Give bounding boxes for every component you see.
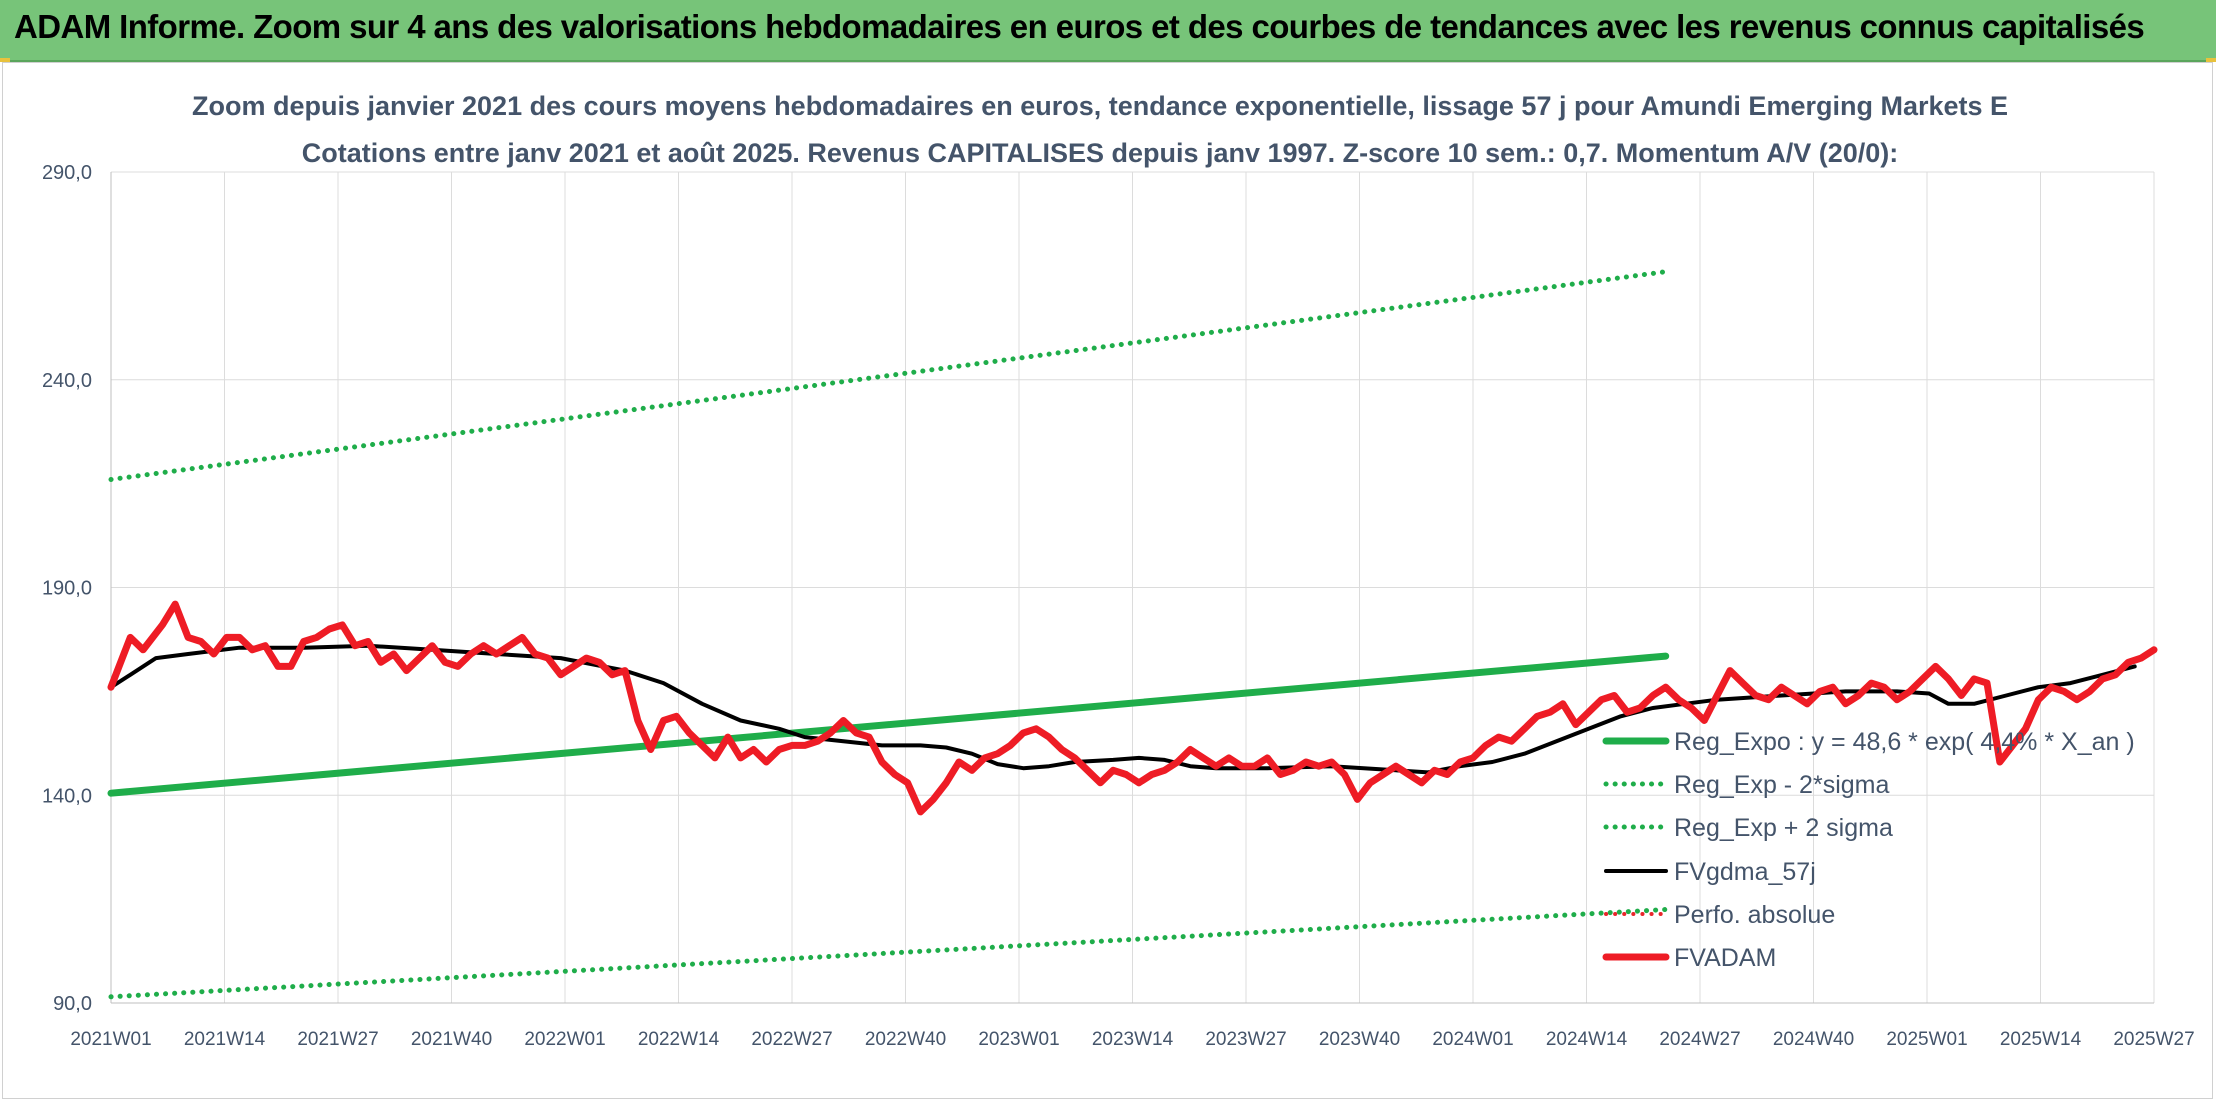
x-tick-label: 2025W27 — [2113, 1029, 2194, 1050]
x-tick-label: 2024W27 — [1659, 1029, 1740, 1050]
x-tick-label: 2023W14 — [1092, 1029, 1174, 1050]
x-tick-label: 2022W14 — [638, 1029, 720, 1050]
x-tick-label: 2022W40 — [865, 1029, 946, 1050]
y-tick-label: 190,0 — [42, 578, 92, 600]
x-tick-label: 2023W01 — [978, 1029, 1059, 1050]
y-axis-ticks: 90,0 140,0 190,0 240,0 290,0 — [42, 162, 92, 1015]
legend-label: Reg_Exp - 2*sigma — [1674, 771, 1889, 799]
report-banner-title: ADAM Informe. Zoom sur 4 ans des valoris… — [14, 8, 2145, 45]
x-tick-label: 2023W40 — [1319, 1029, 1400, 1050]
x-tick-label: 2021W14 — [184, 1029, 266, 1050]
x-tick-label: 2022W27 — [751, 1029, 832, 1050]
series-line-reg-exp-2-sigma — [108, 269, 1669, 482]
x-tick-label: 2022W01 — [524, 1029, 605, 1050]
series-line-fvgdma-57j — [109, 643, 2137, 775]
legend-label: FVgdma_57j — [1674, 858, 1816, 886]
banner-corner-left — [0, 58, 10, 62]
legend-label: FVADAM — [1674, 944, 1776, 972]
chart-frame — [2, 62, 2213, 1099]
chart-title-line1: Zoom depuis janvier 2021 des cours moyen… — [192, 91, 2008, 121]
chart-title-line2: Cotations entre janv 2021 et août 2025. … — [302, 138, 1899, 168]
x-tick-label: 2021W27 — [297, 1029, 378, 1050]
series-line-reg-exp-2-sigma — [108, 907, 1669, 1000]
x-tick-label: 2021W40 — [411, 1029, 492, 1050]
x-tick-label: 2024W01 — [1432, 1029, 1513, 1050]
x-axis-ticks: 2021W01 2021W14 2021W27 2021W40 2022W01 2022W… — [70, 1029, 2194, 1050]
series-line-fvadam — [107, 600, 2158, 816]
series-line-reg-expo-y-48-6-exp-4-4-x-an- — [107, 652, 1670, 797]
report-banner: ADAM Informe. Zoom sur 4 ans des valoris… — [0, 0, 2216, 62]
x-tick-label: 2021W01 — [70, 1029, 151, 1050]
x-tick-label: 2025W14 — [2000, 1029, 2082, 1050]
legend-label: Reg_Exp + 2 sigma — [1674, 814, 1893, 842]
x-tick-label: 2024W14 — [1546, 1029, 1628, 1050]
y-tick-label: 140,0 — [42, 785, 92, 807]
x-tick-label: 2024W40 — [1773, 1029, 1854, 1050]
legend-label: Reg_Expo : y = 48,6 * exp( 4,4% * X_an ) — [1674, 728, 2135, 756]
y-tick-label: 90,0 — [53, 993, 92, 1015]
gridlines — [110, 171, 2155, 1004]
x-tick-label: 2023W27 — [1205, 1029, 1286, 1050]
series-layer — [107, 269, 2158, 1000]
x-tick-label: 2025W01 — [1886, 1029, 1967, 1050]
legend-label: Perfo. absolue — [1674, 901, 1835, 929]
banner-corner-right — [2206, 58, 2216, 62]
y-tick-label: 240,0 — [42, 370, 92, 392]
y-tick-label: 290,0 — [42, 162, 92, 184]
legend: Reg_Expo : y = 48,6 * exp( 4,4% * X_an )… — [1602, 728, 2135, 972]
